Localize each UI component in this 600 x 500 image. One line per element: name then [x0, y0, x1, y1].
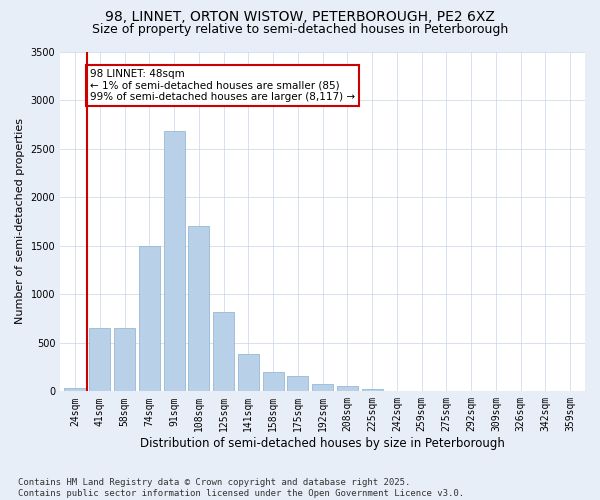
- Text: 98 LINNET: 48sqm
← 1% of semi-detached houses are smaller (85)
99% of semi-detac: 98 LINNET: 48sqm ← 1% of semi-detached h…: [90, 69, 355, 102]
- X-axis label: Distribution of semi-detached houses by size in Peterborough: Distribution of semi-detached houses by …: [140, 437, 505, 450]
- Bar: [114, 328, 135, 392]
- Bar: [188, 226, 209, 392]
- Bar: [164, 131, 185, 392]
- Bar: [213, 312, 234, 392]
- Text: 98, LINNET, ORTON WISTOW, PETERBOROUGH, PE2 6XZ: 98, LINNET, ORTON WISTOW, PETERBOROUGH, …: [105, 10, 495, 24]
- Bar: [337, 386, 358, 392]
- Bar: [287, 376, 308, 392]
- Bar: [263, 372, 284, 392]
- Text: Size of property relative to semi-detached houses in Peterborough: Size of property relative to semi-detach…: [92, 22, 508, 36]
- Bar: [64, 388, 86, 392]
- Bar: [386, 390, 407, 392]
- Bar: [312, 384, 333, 392]
- Y-axis label: Number of semi-detached properties: Number of semi-detached properties: [15, 118, 25, 324]
- Text: Contains HM Land Registry data © Crown copyright and database right 2025.
Contai: Contains HM Land Registry data © Crown c…: [18, 478, 464, 498]
- Bar: [238, 354, 259, 392]
- Bar: [89, 328, 110, 392]
- Bar: [362, 389, 383, 392]
- Bar: [139, 246, 160, 392]
